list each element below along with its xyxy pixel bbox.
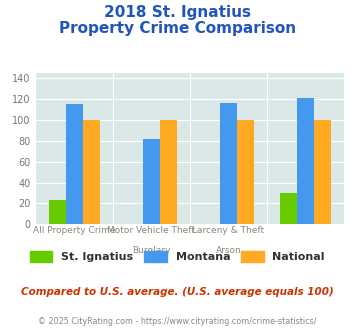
- Text: © 2025 CityRating.com - https://www.cityrating.com/crime-statistics/: © 2025 CityRating.com - https://www.city…: [38, 317, 317, 326]
- Bar: [297, 98, 314, 224]
- Bar: [280, 193, 297, 224]
- Bar: [143, 139, 160, 224]
- Text: Arson: Arson: [215, 246, 241, 255]
- Bar: [160, 120, 177, 224]
- Text: Motor Vehicle Theft: Motor Vehicle Theft: [107, 226, 195, 235]
- Text: Compared to U.S. average. (U.S. average equals 100): Compared to U.S. average. (U.S. average …: [21, 287, 334, 297]
- Legend: St. Ignatius, Montana, National: St. Ignatius, Montana, National: [26, 247, 329, 267]
- Text: Property Crime Comparison: Property Crime Comparison: [59, 21, 296, 36]
- Bar: [66, 104, 83, 224]
- Bar: [83, 120, 100, 224]
- Text: Larceny & Theft: Larceny & Theft: [192, 226, 264, 235]
- Text: 2018 St. Ignatius: 2018 St. Ignatius: [104, 5, 251, 20]
- Bar: [49, 200, 66, 224]
- Text: All Property Crime: All Property Crime: [33, 226, 115, 235]
- Bar: [237, 120, 254, 224]
- Bar: [314, 120, 331, 224]
- Bar: [220, 103, 237, 224]
- Text: Burglary: Burglary: [132, 246, 170, 255]
